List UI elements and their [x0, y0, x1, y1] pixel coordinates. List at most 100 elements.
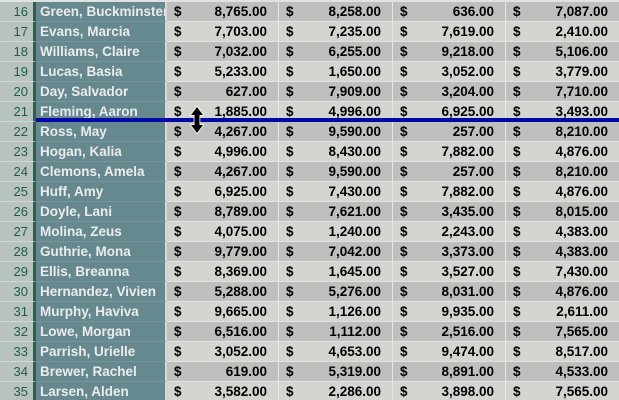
- cell-amount[interactable]: $ 7,087.00: [506, 2, 619, 22]
- cell-amount[interactable]: $ 4,533.00: [506, 362, 619, 382]
- row-header[interactable]: 16: [0, 2, 36, 22]
- cell-name[interactable]: Williams, Claire: [36, 42, 167, 62]
- cell-amount[interactable]: $ 3,052.00: [393, 62, 506, 82]
- cell-amount[interactable]: $ 7,042.00: [279, 242, 393, 262]
- cell-name[interactable]: Ellis, Breanna: [36, 262, 167, 282]
- cell-amount[interactable]: $ 9,474.00: [393, 342, 506, 362]
- cell-name[interactable]: Lowe, Morgan: [36, 322, 167, 342]
- cell-amount[interactable]: $ 2,611.00: [506, 302, 619, 322]
- row-header[interactable]: 34: [0, 362, 36, 382]
- row-header[interactable]: 32: [0, 322, 36, 342]
- cell-amount[interactable]: $ 257.00: [393, 122, 506, 142]
- cell-name[interactable]: Larsen, Alden: [36, 382, 167, 400]
- row-header[interactable]: 18: [0, 42, 36, 62]
- cell-name[interactable]: Day, Salvador: [36, 82, 167, 102]
- cell-amount[interactable]: $ 7,430.00: [279, 182, 393, 202]
- cell-amount[interactable]: $ 7,430.00: [506, 262, 619, 282]
- row-header[interactable]: 35: [0, 382, 36, 400]
- cell-name[interactable]: Molina, Zeus: [36, 222, 167, 242]
- row-header[interactable]: 27: [0, 222, 36, 242]
- row-header[interactable]: 21: [0, 102, 36, 122]
- cell-amount[interactable]: $ 3,435.00: [393, 202, 506, 222]
- cell-amount[interactable]: $ 9,218.00: [393, 42, 506, 62]
- cell-amount[interactable]: $ 4,267.00: [167, 162, 279, 182]
- cell-name[interactable]: Parrish, Urielle: [36, 342, 167, 362]
- cell-amount[interactable]: $ 3,779.00: [506, 62, 619, 82]
- cell-amount[interactable]: $ 2,410.00: [506, 22, 619, 42]
- cell-amount[interactable]: $ 8,430.00: [279, 142, 393, 162]
- cell-name[interactable]: Doyle, Lani: [36, 202, 167, 222]
- cell-amount[interactable]: $ 3,052.00: [167, 342, 279, 362]
- cell-amount[interactable]: $ 9,779.00: [167, 242, 279, 262]
- cell-amount[interactable]: $ 4,075.00: [167, 222, 279, 242]
- row-header[interactable]: 30: [0, 282, 36, 302]
- row-header[interactable]: 22: [0, 122, 36, 142]
- cell-amount[interactable]: $ 1,126.00: [279, 302, 393, 322]
- row-header[interactable]: 33: [0, 342, 36, 362]
- cell-amount[interactable]: $ 8,891.00: [393, 362, 506, 382]
- cell-name[interactable]: Evans, Marcia: [36, 22, 167, 42]
- cell-amount[interactable]: $ 4,876.00: [506, 182, 619, 202]
- cell-name[interactable]: Huff, Amy: [36, 182, 167, 202]
- cell-amount[interactable]: $ 8,258.00: [279, 2, 393, 22]
- cell-amount[interactable]: $ 2,243.00: [393, 222, 506, 242]
- row-header[interactable]: 25: [0, 182, 36, 202]
- cell-amount[interactable]: $ 7,032.00: [167, 42, 279, 62]
- cell-amount[interactable]: $ 1,645.00: [279, 262, 393, 282]
- row-header[interactable]: 17: [0, 22, 36, 42]
- cell-amount[interactable]: $ 627.00: [167, 82, 279, 102]
- cell-amount[interactable]: $ 1,240.00: [279, 222, 393, 242]
- cell-amount[interactable]: $ 7,710.00: [506, 82, 619, 102]
- cell-amount[interactable]: $ 4,653.00: [279, 342, 393, 362]
- cell-name[interactable]: Green, Buckminster: [36, 2, 167, 22]
- cell-amount[interactable]: $ 5,319.00: [279, 362, 393, 382]
- cell-amount[interactable]: $ 4,876.00: [506, 282, 619, 302]
- cell-amount[interactable]: $ 9,590.00: [279, 122, 393, 142]
- cell-amount[interactable]: $ 7,621.00: [279, 202, 393, 222]
- cell-amount[interactable]: $ 7,235.00: [279, 22, 393, 42]
- row-header[interactable]: 26: [0, 202, 36, 222]
- cell-amount[interactable]: $ 5,276.00: [279, 282, 393, 302]
- cell-amount[interactable]: $ 4,996.00: [167, 142, 279, 162]
- row-header[interactable]: 29: [0, 262, 36, 282]
- cell-amount[interactable]: $ 8,789.00: [167, 202, 279, 222]
- cell-amount[interactable]: $ 8,015.00: [506, 202, 619, 222]
- cell-amount[interactable]: $ 2,286.00: [279, 382, 393, 400]
- cell-amount[interactable]: $ 9,590.00: [279, 162, 393, 182]
- row-header[interactable]: 19: [0, 62, 36, 82]
- cell-name[interactable]: Lucas, Basia: [36, 62, 167, 82]
- cell-amount[interactable]: $ 5,106.00: [506, 42, 619, 62]
- cell-amount[interactable]: $ 3,204.00: [393, 82, 506, 102]
- cell-amount[interactable]: $ 8,517.00: [506, 342, 619, 362]
- cell-amount[interactable]: $ 4,383.00: [506, 242, 619, 262]
- cell-amount[interactable]: $ 6,516.00: [167, 322, 279, 342]
- cell-amount[interactable]: $ 7,882.00: [393, 182, 506, 202]
- row-header[interactable]: 20: [0, 82, 36, 102]
- row-header[interactable]: 28: [0, 242, 36, 262]
- row-header[interactable]: 23: [0, 142, 36, 162]
- cell-amount[interactable]: $ 3,527.00: [393, 262, 506, 282]
- cell-amount[interactable]: $ 7,909.00: [279, 82, 393, 102]
- cell-amount[interactable]: $ 3,582.00: [167, 382, 279, 400]
- cell-amount[interactable]: $ 257.00: [393, 162, 506, 182]
- cell-amount[interactable]: $ 619.00: [167, 362, 279, 382]
- cell-amount[interactable]: $ 7,565.00: [506, 322, 619, 342]
- cell-amount[interactable]: $ 9,665.00: [167, 302, 279, 322]
- cell-amount[interactable]: $ 5,233.00: [167, 62, 279, 82]
- row-header[interactable]: 24: [0, 162, 36, 182]
- cell-amount[interactable]: $ 1,112.00: [279, 322, 393, 342]
- row-header[interactable]: 31: [0, 302, 36, 322]
- cell-amount[interactable]: $ 5,288.00: [167, 282, 279, 302]
- cell-amount[interactable]: $ 8,369.00: [167, 262, 279, 282]
- cell-amount[interactable]: $ 8,210.00: [506, 122, 619, 142]
- cell-name[interactable]: Guthrie, Mona: [36, 242, 167, 262]
- cell-amount[interactable]: $ 4,383.00: [506, 222, 619, 242]
- cell-name[interactable]: Hogan, Kalia: [36, 142, 167, 162]
- cell-amount[interactable]: $ 4,876.00: [506, 142, 619, 162]
- cell-amount[interactable]: $ 6,925.00: [167, 182, 279, 202]
- cell-amount[interactable]: $ 7,703.00: [167, 22, 279, 42]
- cell-amount[interactable]: $ 7,565.00: [506, 382, 619, 400]
- cell-amount[interactable]: $ 4,267.00: [167, 122, 279, 142]
- cell-amount[interactable]: $ 7,619.00: [393, 22, 506, 42]
- cell-name[interactable]: Clemons, Amela: [36, 162, 167, 182]
